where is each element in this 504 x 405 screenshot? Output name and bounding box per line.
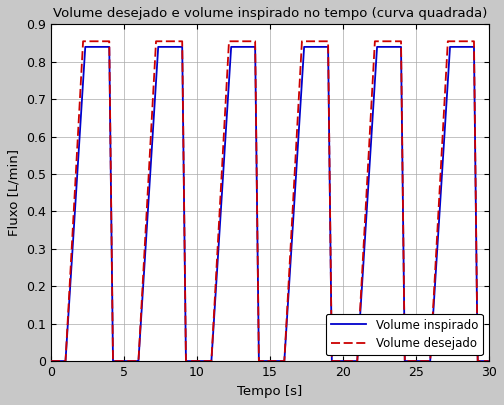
Volume desejado bbox=[113, 359, 119, 364]
Line: Volume inspirado: Volume inspirado bbox=[51, 47, 488, 361]
Volume inspirado bbox=[48, 359, 54, 364]
Volume inspirado bbox=[272, 359, 278, 364]
Volume inspirado bbox=[314, 45, 320, 49]
Volume desejado bbox=[80, 39, 86, 44]
Volume inspirado bbox=[82, 45, 88, 49]
Volume desejado bbox=[48, 359, 54, 364]
Volume inspirado bbox=[71, 224, 77, 229]
Volume inspirado bbox=[485, 359, 491, 364]
Volume inspirado bbox=[161, 45, 167, 49]
Volume desejado bbox=[485, 359, 491, 364]
Volume desejado bbox=[278, 359, 284, 364]
Volume desejado bbox=[161, 39, 167, 44]
Volume desejado bbox=[314, 39, 320, 44]
Y-axis label: Fluxo [L/min]: Fluxo [L/min] bbox=[8, 149, 21, 236]
Line: Volume desejado: Volume desejado bbox=[51, 41, 488, 361]
Volume desejado bbox=[272, 359, 278, 364]
Title: Volume desejado e volume inspirado no tempo (curva quadrada): Volume desejado e volume inspirado no te… bbox=[52, 8, 487, 21]
Volume desejado bbox=[71, 205, 77, 209]
Legend: Volume inspirado, Volume desejado: Volume inspirado, Volume desejado bbox=[326, 314, 483, 355]
X-axis label: Tempo [s]: Tempo [s] bbox=[237, 384, 302, 397]
Volume inspirado bbox=[113, 359, 119, 364]
Volume inspirado bbox=[278, 359, 284, 364]
